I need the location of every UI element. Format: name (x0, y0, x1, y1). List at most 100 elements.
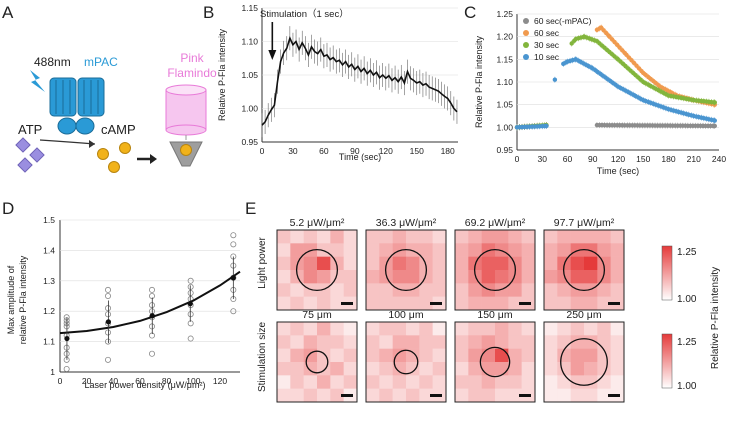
panel-c-ytick: 1.10 (496, 77, 513, 87)
heatmap-cell (406, 335, 420, 349)
heatmap-cell (495, 256, 509, 271)
panel-label-c: C (464, 3, 476, 22)
heatmap-cell (521, 270, 536, 284)
heatmap-cell (419, 243, 433, 257)
heatmap-cell (610, 322, 625, 336)
panel-b-mean-line (261, 35, 458, 126)
heatmap-cell (419, 335, 433, 349)
panel-d-xtick: 80 (162, 376, 172, 386)
heatmap-cell (406, 362, 420, 376)
heatmap-cell (557, 230, 571, 244)
legend-label: 60 sec(-mPAC) (534, 16, 592, 26)
legend-marker (523, 54, 529, 60)
heatmap-cell (419, 322, 433, 336)
heatmap-cell (392, 388, 407, 403)
heatmap-cell (455, 362, 469, 376)
heatmap-cell (432, 362, 447, 376)
heatmap-cell (277, 243, 291, 257)
heatmap-stim-size (454, 321, 536, 403)
heatmap-cell (610, 256, 625, 271)
heatmap-cell (343, 375, 358, 389)
heatmap-cell (290, 296, 304, 311)
heatmap-cell (584, 283, 598, 297)
heatmap-cell (597, 388, 611, 403)
heatmap-cell (343, 335, 358, 349)
heatmap-cell (392, 362, 407, 376)
heatmap-cell (277, 270, 291, 284)
stimulation-circle (560, 338, 608, 386)
heatmap-cell (495, 283, 509, 297)
panel-d-axes (59, 220, 240, 373)
lightning-icon (30, 70, 45, 92)
heatmap-cell (303, 322, 318, 336)
heatmap-cell (366, 296, 380, 311)
heatmap-cell (544, 296, 558, 311)
heatmap-light-power (365, 229, 447, 311)
panel-b-xtick: 120 (379, 146, 393, 156)
panel-b-ytick: 1.15 (241, 3, 258, 13)
heatmap-cell (330, 322, 344, 336)
panel-c-point (552, 77, 558, 82)
heatmap-cell (584, 362, 598, 376)
heatmap-cell (277, 362, 291, 376)
heatmap-cell (610, 270, 625, 284)
heatmap-cell (392, 375, 407, 389)
scale-bar (519, 394, 531, 397)
heatmap-title-stim-size: 75 μm (302, 309, 332, 321)
heatmap-cell (303, 388, 318, 403)
panel-d-point (230, 232, 237, 239)
heatmap-cell (508, 375, 522, 389)
heatmap-cell (610, 348, 625, 363)
heatmap-light-power (454, 229, 536, 311)
panel-c-xtick: 180 (661, 154, 675, 164)
heatmap-cell (521, 256, 536, 271)
heatmap-cell (303, 230, 318, 244)
heatmap-cell (330, 270, 344, 284)
heatmap-cell (495, 375, 509, 389)
panel-c-xtick: 60 (563, 154, 573, 164)
panel-d-ytick: 1.3 (43, 276, 55, 286)
heatmap-cell (343, 348, 358, 363)
heatmap-cell (317, 256, 331, 271)
heatmap-cell (277, 335, 291, 349)
heatmap-cell (317, 230, 331, 244)
heatmap-cell (317, 388, 331, 403)
heatmap-cell (570, 362, 585, 376)
heatmap-cell (481, 256, 496, 271)
heatmap-cell (597, 230, 611, 244)
panel-label-b: B (203, 3, 214, 22)
heatmap-cell (544, 256, 558, 271)
panel-d-ytick: 1.1 (43, 337, 55, 347)
heatmap-cell (508, 362, 522, 376)
heatmap-title-light-power: 5.2 μW/μm² (290, 217, 345, 229)
panel-d-point (105, 286, 112, 293)
panel-c-point (712, 100, 717, 105)
heatmap-cell (597, 322, 611, 336)
heatmap-cell (303, 335, 318, 349)
heatmap-cell (455, 230, 469, 244)
heatmap-cell (521, 348, 536, 363)
heatmap-frame (365, 229, 447, 311)
panel-c-xlabel: Time (sec) (597, 166, 639, 176)
heatmap-cell (366, 256, 380, 271)
scale-bar (430, 394, 442, 397)
heatmap-cell (277, 283, 291, 297)
colorbar-top (661, 245, 673, 301)
heatmap-frame (454, 229, 536, 311)
heatmap-cell (521, 230, 536, 244)
heatmap-cell (379, 296, 393, 311)
heatmap-cell (544, 230, 558, 244)
heatmap-cell (468, 375, 482, 389)
heatmap-cell (468, 362, 482, 376)
panel-c-xtick: 30 (538, 154, 548, 164)
heatmap-cell (392, 230, 407, 244)
heatmap-cell (343, 322, 358, 336)
panel-c-xtick: 0 (515, 154, 520, 164)
heatmap-cell (303, 283, 318, 297)
heatmap-cell (406, 388, 420, 403)
heatmap-cell (392, 348, 407, 363)
legend-marker (523, 42, 529, 48)
panel-b-xlabel: Time (sec) (339, 152, 381, 162)
heatmap-cell (343, 283, 358, 297)
heatmap-cell (570, 296, 585, 311)
